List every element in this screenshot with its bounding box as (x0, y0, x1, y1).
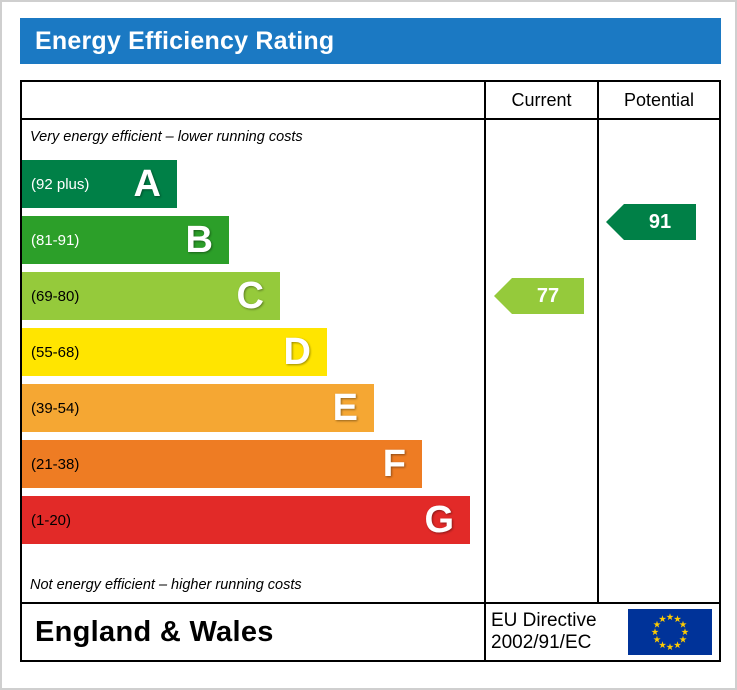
band-d-letter: D (283, 331, 311, 373)
band-a: (92 plus) A (22, 160, 177, 208)
band-f: (21-38) F (22, 440, 422, 488)
band-g-letter: G (424, 499, 454, 541)
band-b-range-label: (81-91) (31, 231, 80, 249)
arrow-left-point-icon (494, 278, 512, 314)
arrow-left-point-icon (606, 204, 624, 240)
potential-column-header: Potential (623, 90, 695, 110)
eu-directive-line1: EU Directive (491, 610, 597, 632)
footer-separator-line (22, 602, 719, 604)
band-c-range-label: (69-80) (31, 287, 80, 305)
rating-table: Current Potential Very energy efficient … (20, 80, 721, 662)
chart-title-bar: Energy Efficiency Rating (20, 18, 721, 64)
chart-title: Energy Efficiency Rating (35, 26, 335, 55)
rating-scale-area: Very energy efficient – lower running co… (22, 120, 719, 602)
eu-directive-cell: EU Directive 2002/91/EC (484, 604, 719, 660)
current-column-header: Current (511, 90, 572, 110)
eu-flag-icon (628, 609, 712, 655)
eu-directive-line2: 2002/91/EC (491, 632, 592, 653)
band-b: (81-91) B (22, 216, 229, 264)
header-separator-line (22, 118, 719, 120)
band-f-range-label: (21-38) (31, 455, 80, 473)
footer-row: England & Wales EU Directive 2002/91/EC (22, 604, 719, 660)
region-label: England & Wales (35, 615, 274, 648)
eu-directive-text: EU Directive 2002/91/EC (491, 610, 597, 654)
band-e-range-label: (39-54) (31, 399, 80, 417)
bottom-note: Not energy efficient – higher running co… (30, 577, 302, 593)
current-rating-arrow: 77 (494, 278, 584, 314)
top-note: Very energy efficient – lower running co… (30, 129, 303, 145)
band-g-range-label: (1-20) (31, 511, 72, 529)
potential-column-divider (597, 82, 599, 602)
current-rating-value: 77 (512, 278, 584, 314)
band-d: (55-68) D (22, 328, 327, 376)
band-b-letter: B (185, 219, 213, 261)
band-d-range-label: (55-68) (31, 343, 80, 361)
potential-rating-arrow: 91 (606, 204, 696, 240)
band-c: (69-80) C (22, 272, 280, 320)
band-c-letter: C (236, 275, 264, 317)
band-e: (39-54) E (22, 384, 374, 432)
band-g: (1-20) G (22, 496, 470, 544)
band-e-letter: E (332, 387, 358, 429)
potential-rating-value: 91 (624, 204, 696, 240)
band-a-range-label: (92 plus) (31, 175, 90, 193)
band-f-letter: F (382, 443, 406, 485)
band-a-letter: A (133, 163, 161, 205)
current-column-divider (484, 82, 486, 602)
